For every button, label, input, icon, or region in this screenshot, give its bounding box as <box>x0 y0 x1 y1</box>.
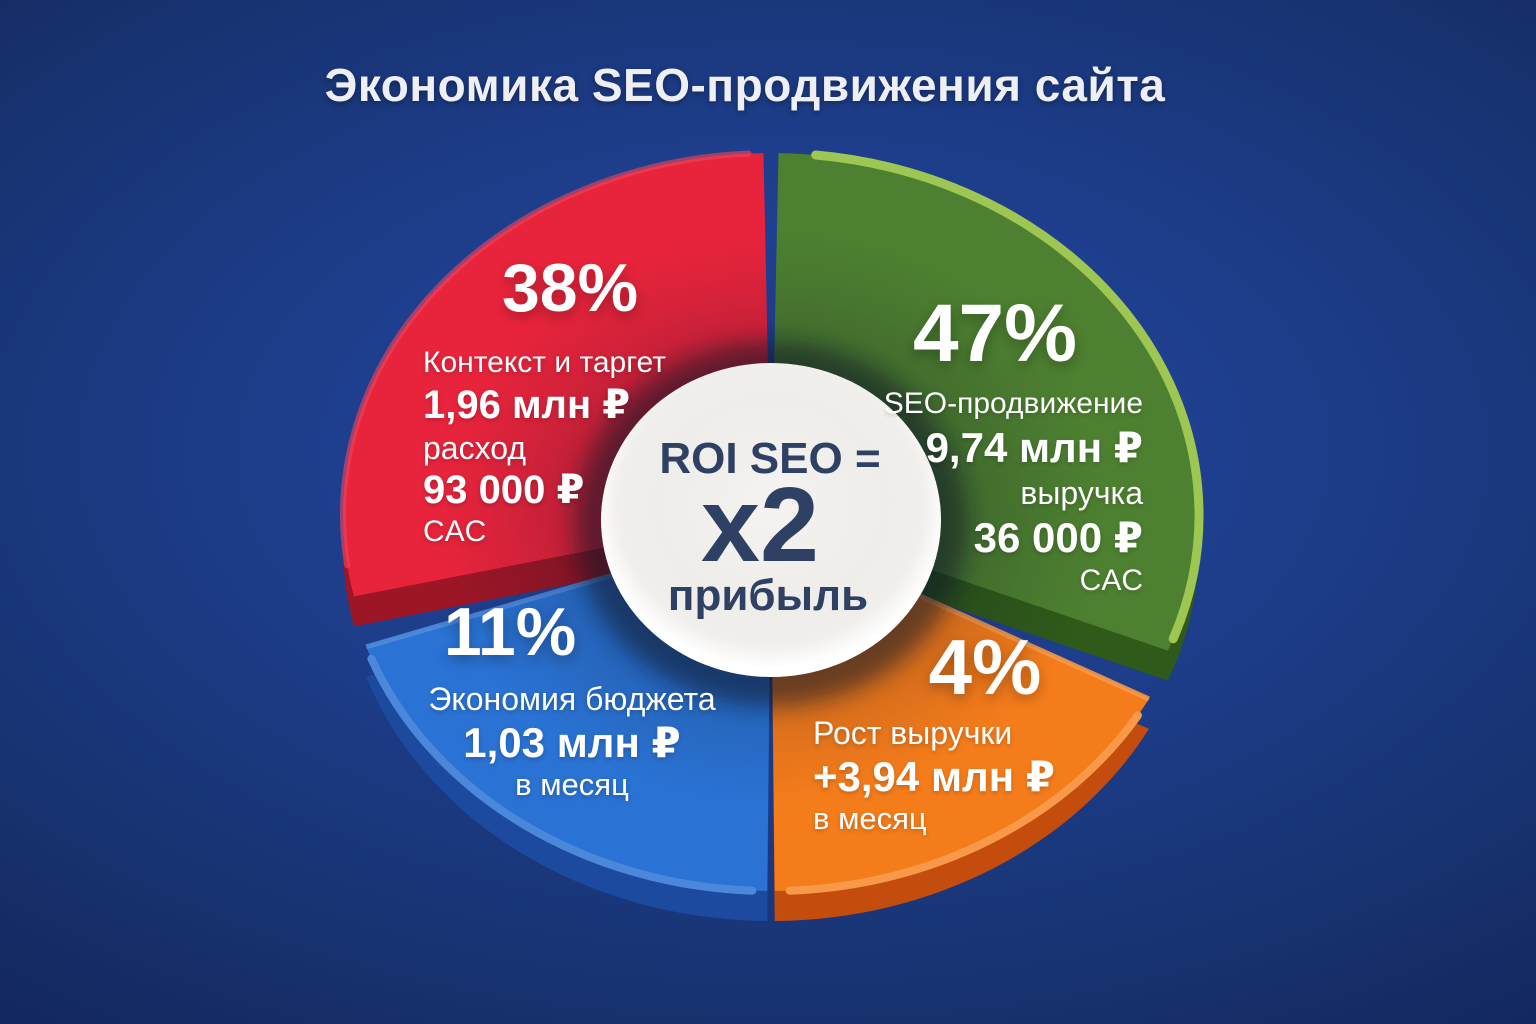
percent-budget-savings: 11% <box>443 594 577 670</box>
segment-info-context-target: Контекст и таргет 1,96 млн ₽ расход 93 0… <box>423 342 666 552</box>
segment-amount: 1,03 млн ₽ <box>463 719 681 766</box>
center-circle <box>601 363 941 677</box>
page-title: Экономика SEO-продвижения сайта <box>324 59 1166 111</box>
center-roi-equation: ROI SEO = <box>659 434 881 483</box>
segment-label: Экономия бюджета <box>428 681 716 717</box>
center-roi-multiplier: x2 <box>701 466 819 584</box>
segment-metric-caption: CAC <box>1079 564 1143 597</box>
percent-seo-promotion: 47% <box>912 288 1078 379</box>
segment-metric-caption: CAC <box>423 515 487 548</box>
center-roi-caption: прибыль <box>667 571 869 620</box>
segment-amount-caption: в месяц <box>813 801 927 836</box>
segment-label: SEO-продвижение <box>883 387 1143 420</box>
rim-savings <box>367 654 757 895</box>
percent-revenue-growth: 4% <box>928 623 1042 711</box>
percent-context-target: 38% <box>501 250 639 326</box>
segment-metric: 93 000 ₽ <box>423 468 585 512</box>
segment-amount-caption: расход <box>423 430 526 466</box>
segment-amount: +3,94 млн ₽ <box>813 753 1055 800</box>
segment-info-revenue-growth: Рост выручки +3,94 млн ₽ в месяц <box>813 712 1055 839</box>
segment-metric: 36 000 ₽ <box>973 514 1143 561</box>
rim-growth <box>785 711 1142 895</box>
segment-label: Рост выручки <box>813 715 1013 751</box>
segment-amount: 1,96 млн ₽ <box>423 383 631 427</box>
segment-info-budget-savings: Экономия бюджета 1,03 млн ₽ в месяц <box>362 678 782 805</box>
segment-info-seo-promotion: SEO-продвижение 9,74 млн ₽ выручка 36 00… <box>884 383 1143 601</box>
segment-amount-caption: выручка <box>1020 475 1143 511</box>
segment-amount-caption: в месяц <box>515 767 629 802</box>
segment-amount: 9,74 млн ₽ <box>925 424 1143 471</box>
segment-label: Контекст и таргет <box>423 346 666 379</box>
